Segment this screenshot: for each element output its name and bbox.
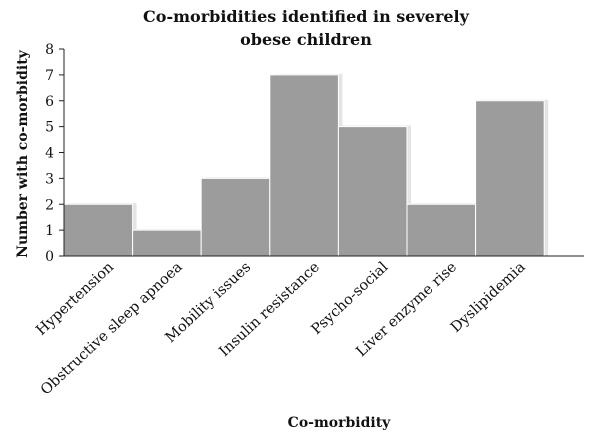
- bar-obstructive-sleep-apnoea: [132, 229, 202, 257]
- y-tick-label: 3: [45, 171, 54, 187]
- y-axis-ticks: 0 1 2 3 4 5 6 7 8: [45, 42, 64, 265]
- y-tick-label: 6: [45, 94, 54, 110]
- bar-mobility-issues: [200, 177, 271, 257]
- y-tick-label: 2: [45, 197, 54, 213]
- y-tick-label: 8: [45, 42, 54, 58]
- y-tick-label: 1: [45, 223, 54, 239]
- x-tick-label: Obstructive sleep apnoea: [38, 259, 186, 398]
- bar-psycho-social: [337, 126, 408, 257]
- y-tick-label: 5: [45, 120, 54, 136]
- y-tick-label: 4: [45, 146, 54, 162]
- bar-dyslipidemia: [475, 100, 545, 257]
- x-tick-label: Dyslipidemia: [448, 259, 529, 336]
- y-tick-label: 7: [45, 68, 54, 84]
- bar-insulin-resistance: [269, 74, 339, 257]
- y-tick-label: 0: [45, 249, 54, 265]
- bars: [63, 74, 545, 257]
- y-axis-title: Number with co-morbidity: [15, 49, 31, 258]
- chart-title-line-2: obese children: [240, 30, 372, 49]
- chart-title-line-1: Co-morbidities identified in severely: [143, 7, 470, 26]
- bar-hypertension: [63, 203, 134, 257]
- bar-liver-enzyme-rise: [406, 203, 477, 257]
- x-axis-title: Co-morbidity: [288, 415, 392, 431]
